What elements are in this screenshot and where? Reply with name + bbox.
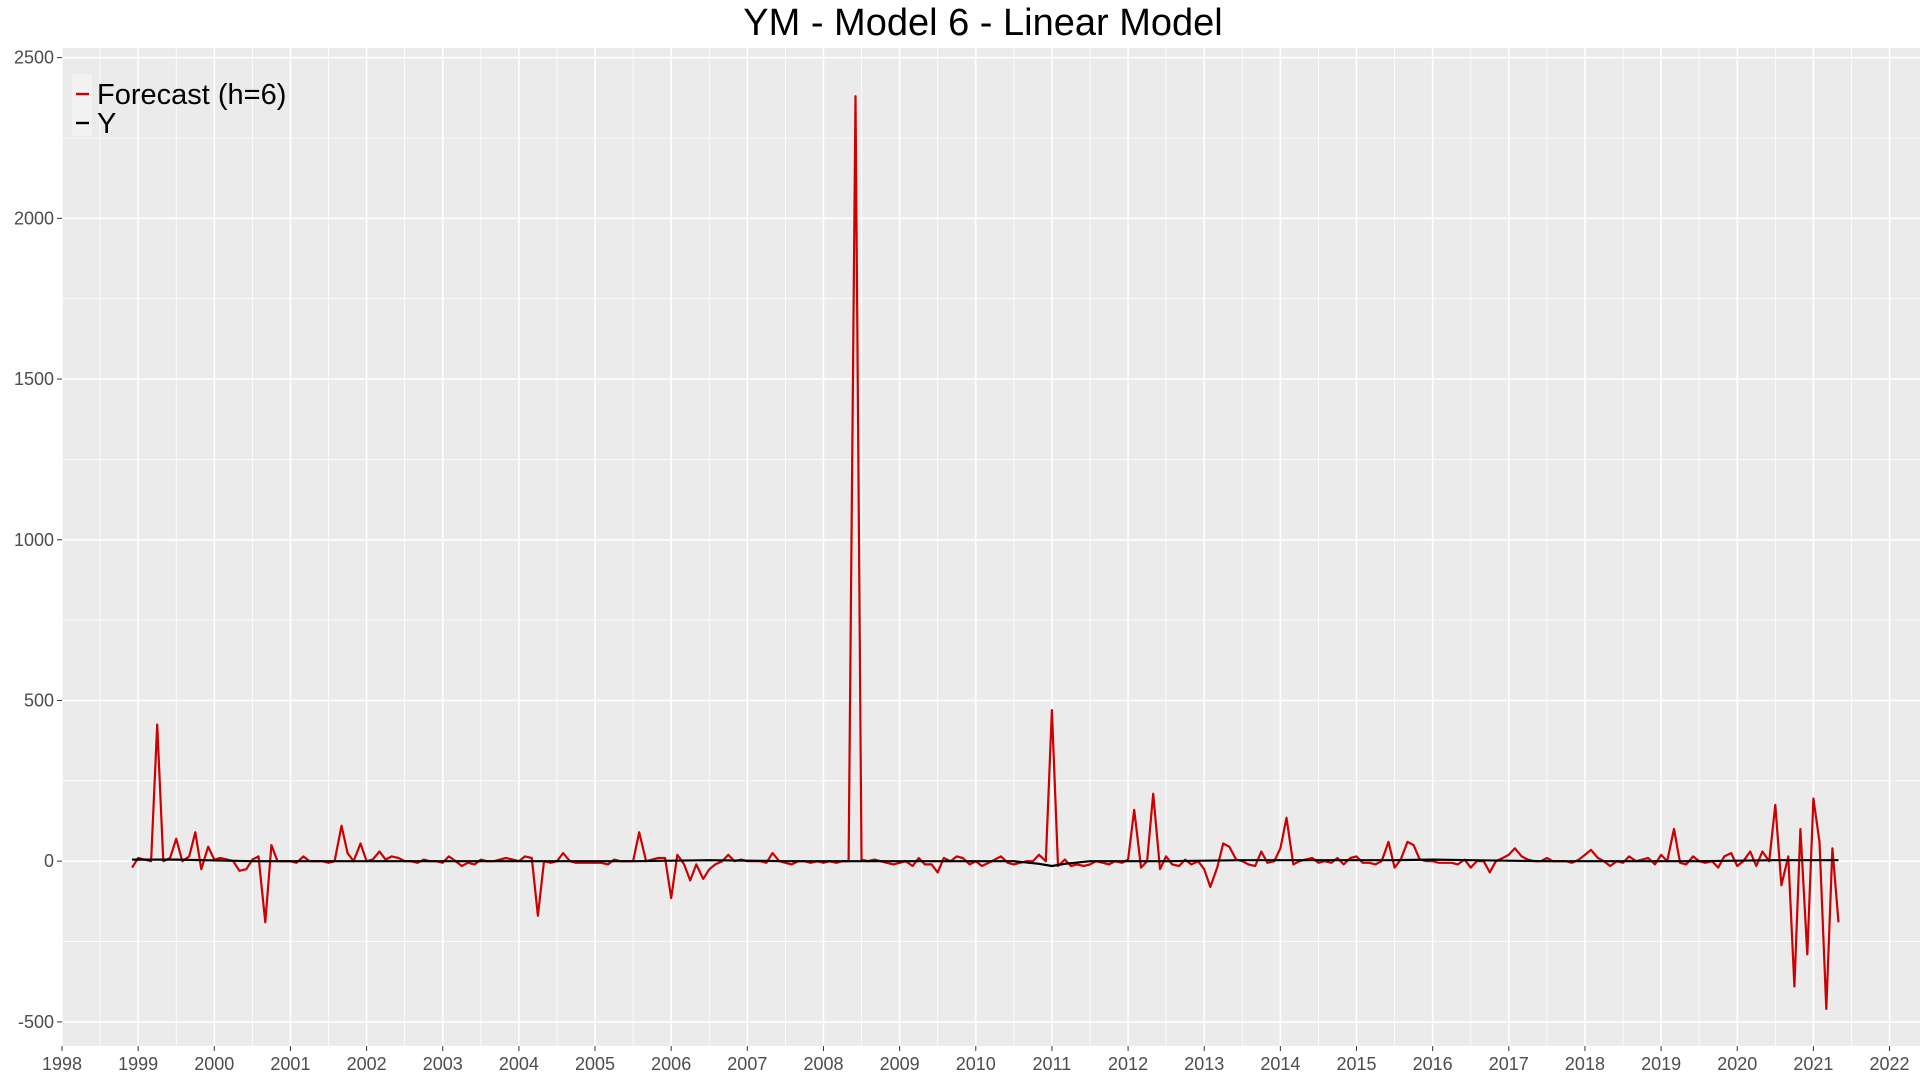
x-tick-label: 2020 bbox=[1717, 1054, 1757, 1074]
x-tick-label: 2002 bbox=[347, 1054, 387, 1074]
series-layer bbox=[131, 95, 1840, 1011]
x-tick-label: 2011 bbox=[1033, 1054, 1072, 1074]
y-tick-label: 2500 bbox=[14, 48, 54, 68]
x-tick-label: 2021 bbox=[1793, 1054, 1833, 1074]
x-tick-label: 2014 bbox=[1260, 1054, 1300, 1074]
x-tick-label: 1998 bbox=[42, 1054, 82, 1074]
legend-label-y: Y bbox=[97, 108, 116, 140]
x-tick-label: 2010 bbox=[956, 1054, 996, 1074]
x-tick-label: 2015 bbox=[1336, 1054, 1376, 1074]
y-tick-label: 500 bbox=[24, 690, 54, 710]
x-tick-label: 2007 bbox=[727, 1054, 767, 1074]
y-tick-label: 1000 bbox=[14, 530, 54, 550]
x-tick-label: 2004 bbox=[499, 1054, 539, 1074]
x-tick-label: 2006 bbox=[651, 1054, 691, 1074]
legend-key-background bbox=[72, 74, 92, 136]
y-tick-label: 0 bbox=[44, 851, 54, 871]
x-tick-label: 2000 bbox=[194, 1054, 234, 1074]
x-tick-label: 2022 bbox=[1870, 1054, 1910, 1074]
plot-background bbox=[62, 48, 1920, 1046]
x-tick-label: 2016 bbox=[1413, 1054, 1453, 1074]
x-tick-label: 2013 bbox=[1184, 1054, 1224, 1074]
x-tick-label: 2008 bbox=[803, 1054, 843, 1074]
x-tick-label: 2012 bbox=[1108, 1054, 1148, 1074]
x-tick-label: 2005 bbox=[575, 1054, 615, 1074]
x-tick-label: 2019 bbox=[1641, 1054, 1681, 1074]
x-tick-label: 2009 bbox=[880, 1054, 920, 1074]
legend-label-forecast: Forecast (h=6) bbox=[97, 79, 286, 111]
grid-lines bbox=[61, 48, 1920, 1046]
x-tick-label: 2001 bbox=[270, 1054, 310, 1074]
y-tick-label: 1500 bbox=[14, 369, 54, 389]
series-line-y bbox=[132, 858, 1839, 868]
legend: Forecast (h=6)Y bbox=[72, 74, 286, 140]
x-tick-label: 2003 bbox=[423, 1054, 463, 1074]
chart-title: YM - Model 6 - Linear Model bbox=[743, 2, 1222, 44]
x-tick-label: 2017 bbox=[1489, 1054, 1529, 1074]
axis-ticks: 1998 1999 2000 2001 2002 2003 2004 2005 2006 2007… bbox=[14, 48, 1910, 1074]
x-tick-label: 1999 bbox=[118, 1054, 158, 1074]
y-tick-label: -500 bbox=[18, 1012, 54, 1032]
y-tick-label: 2000 bbox=[14, 208, 54, 228]
x-tick-label: 2018 bbox=[1565, 1054, 1605, 1074]
